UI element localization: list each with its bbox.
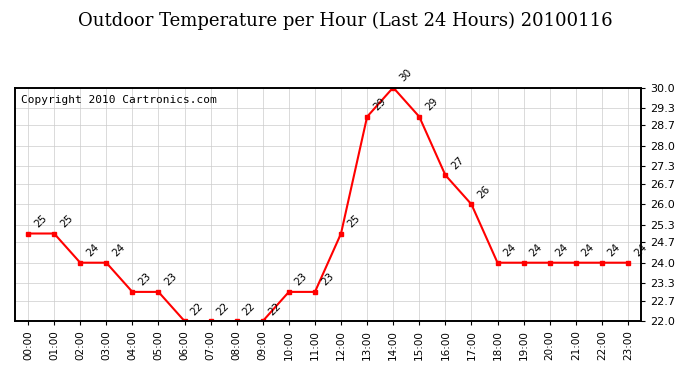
Text: 27: 27 xyxy=(449,154,466,171)
Text: Copyright 2010 Cartronics.com: Copyright 2010 Cartronics.com xyxy=(21,94,217,105)
Text: 24: 24 xyxy=(502,242,518,258)
Text: 22: 22 xyxy=(188,300,205,317)
Text: 23: 23 xyxy=(137,271,153,288)
Text: 24: 24 xyxy=(606,242,622,258)
Text: 24: 24 xyxy=(110,242,127,258)
Text: 26: 26 xyxy=(475,184,492,200)
Text: 30: 30 xyxy=(397,67,414,83)
Text: 23: 23 xyxy=(293,271,310,288)
Text: 25: 25 xyxy=(32,213,49,230)
Text: 24: 24 xyxy=(632,242,649,258)
Text: 22: 22 xyxy=(241,300,257,317)
Text: 23: 23 xyxy=(163,271,179,288)
Text: 24: 24 xyxy=(528,242,544,258)
Text: 25: 25 xyxy=(58,213,75,230)
Text: 29: 29 xyxy=(424,96,440,112)
Text: 24: 24 xyxy=(554,242,571,258)
Text: 24: 24 xyxy=(84,242,101,258)
Text: Outdoor Temperature per Hour (Last 24 Hours) 20100116: Outdoor Temperature per Hour (Last 24 Ho… xyxy=(78,11,612,30)
Text: 24: 24 xyxy=(580,242,596,258)
Text: 23: 23 xyxy=(319,271,335,288)
Text: 22: 22 xyxy=(267,300,284,317)
Text: 25: 25 xyxy=(345,213,362,230)
Text: 22: 22 xyxy=(215,300,231,317)
Text: 29: 29 xyxy=(371,96,388,112)
